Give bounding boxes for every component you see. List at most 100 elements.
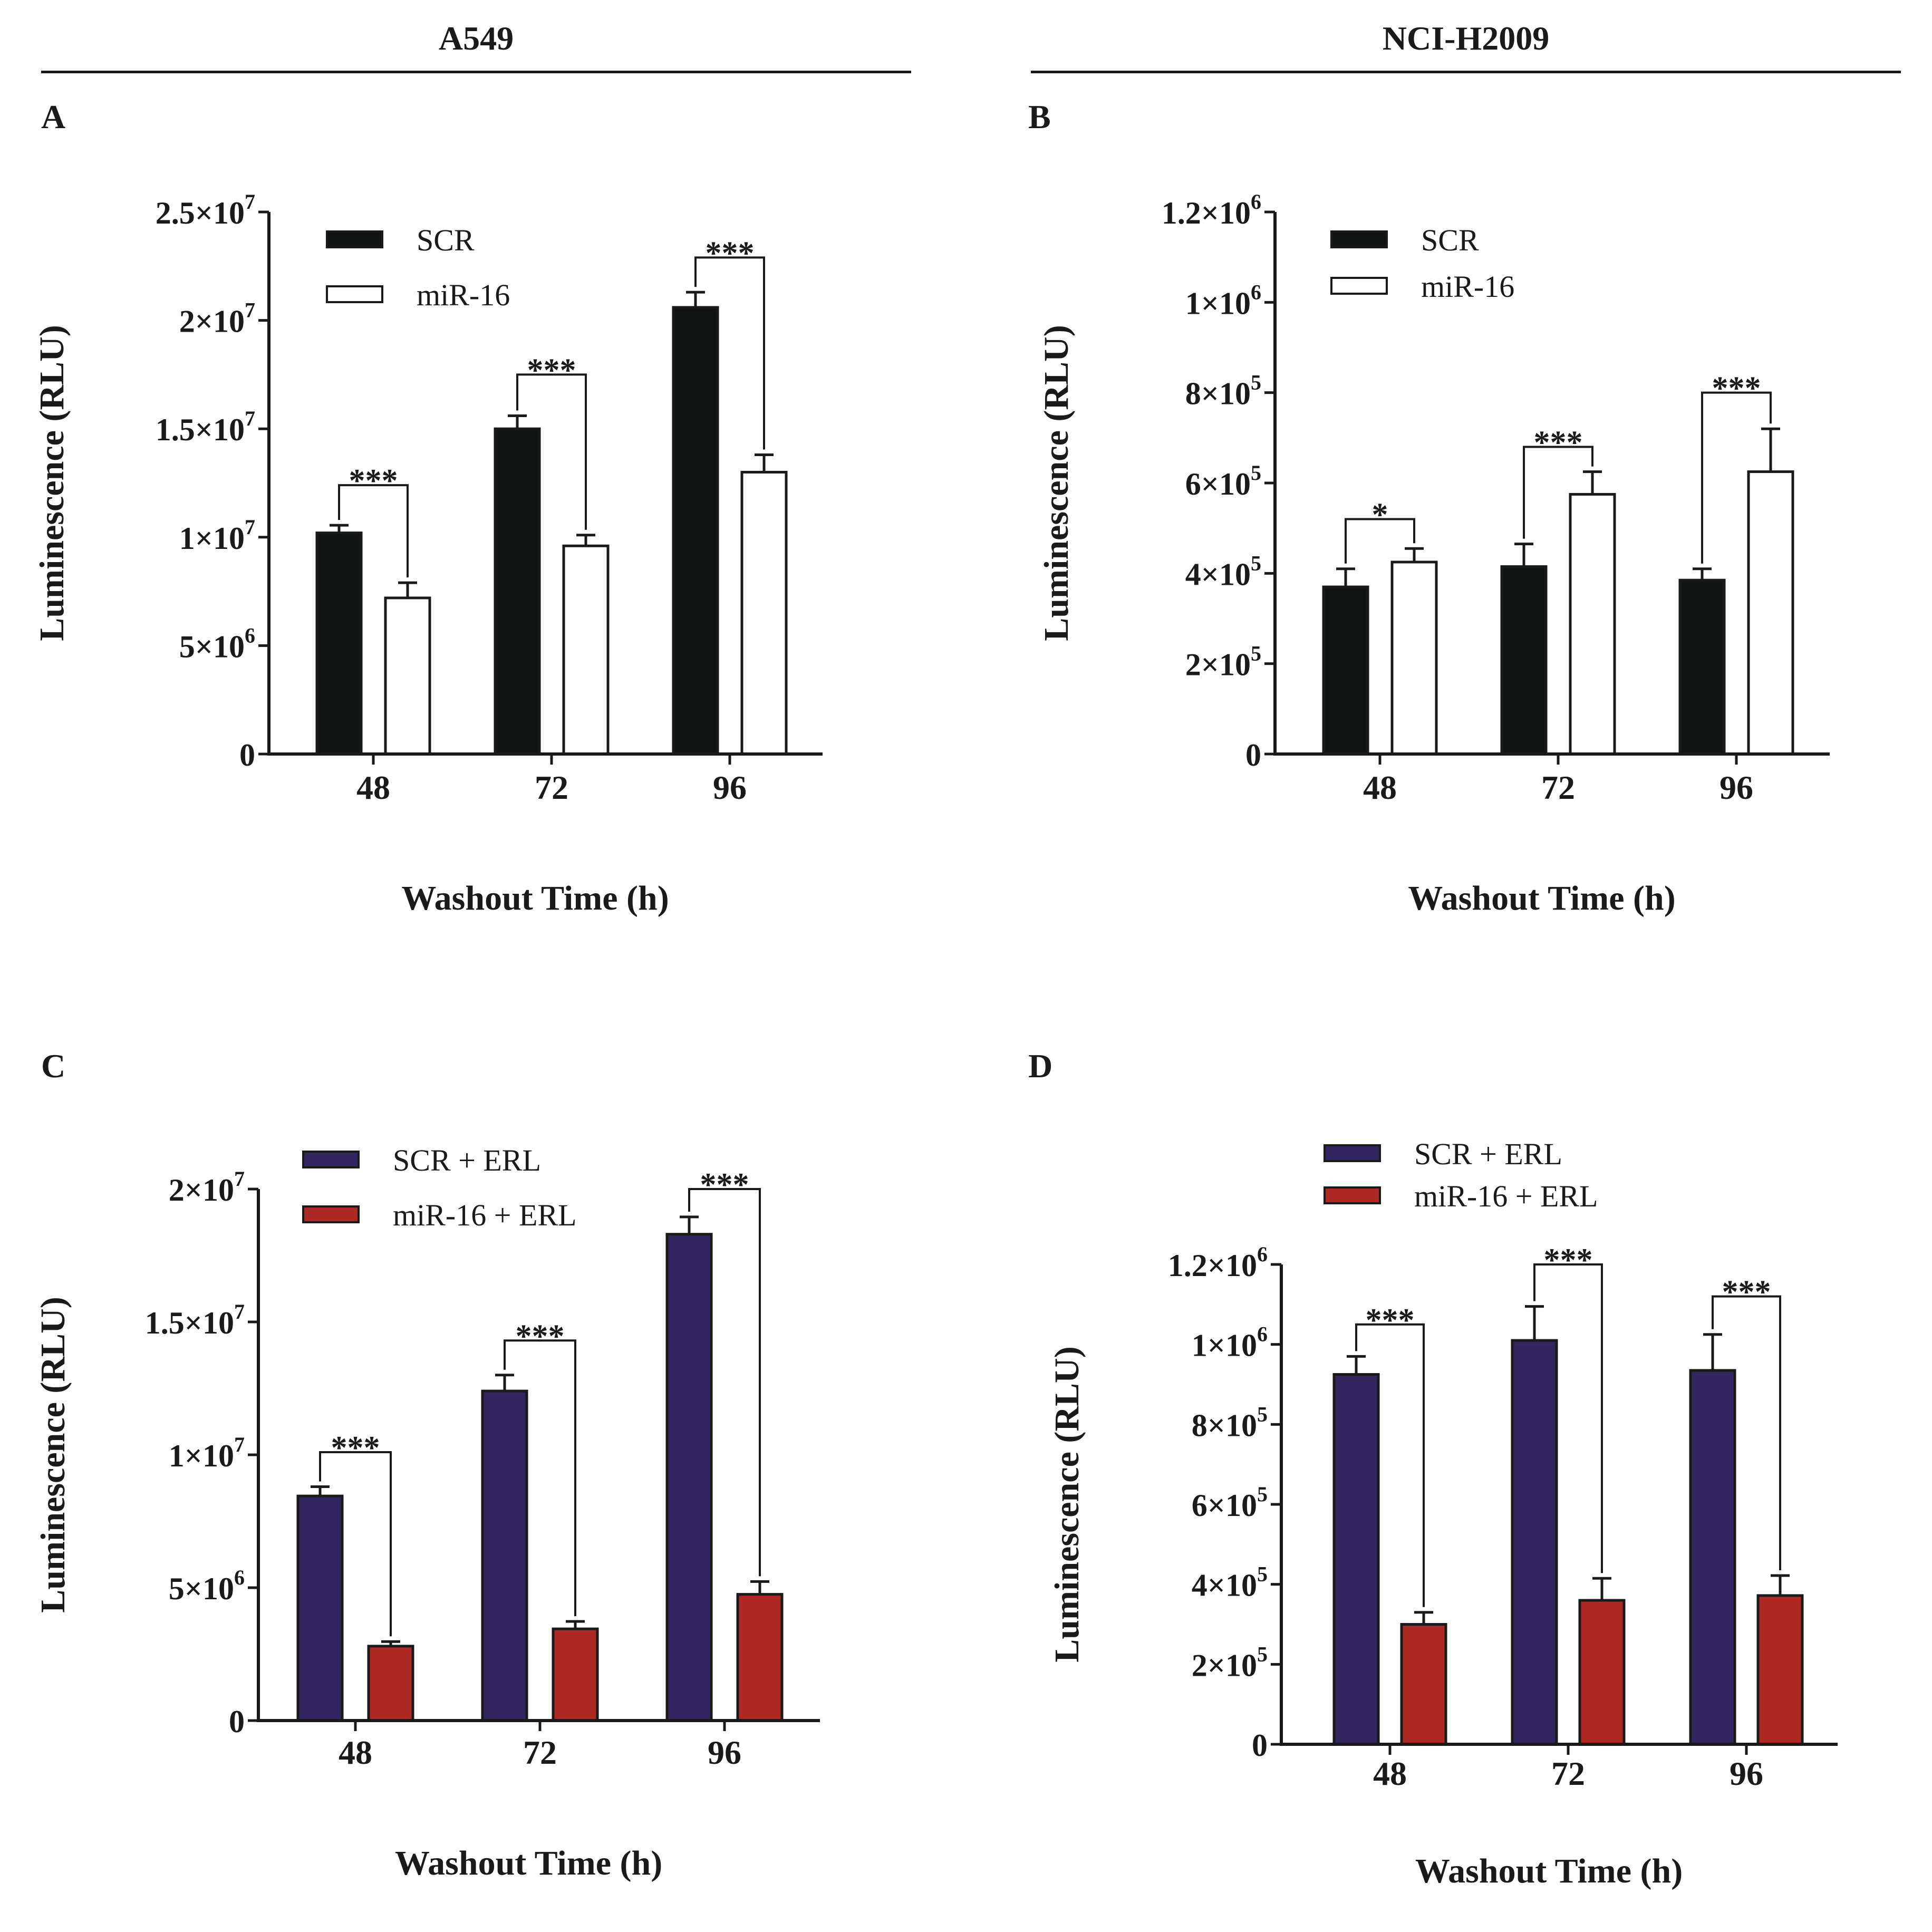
y-tick-label-d-1200000: 1.2×106: [1168, 1242, 1268, 1283]
significance-label-b-48: *: [1372, 497, 1388, 533]
y-tick-label-d-0: 0: [1252, 1728, 1268, 1763]
chart-panel-d: *** *** *** 0 2×105 4×105 6×105 8×105 1×106 1.2×1…: [1048, 1137, 1838, 1890]
x-tick-label-c-72: 72: [523, 1734, 557, 1771]
y-tick-label-d-1000000: 1×106: [1192, 1322, 1268, 1363]
legend-label-b-0: SCR: [1421, 223, 1479, 257]
significance-label-c-96: ***: [700, 1167, 749, 1203]
y-tick-label-b-1200000: 1.2×106: [1162, 190, 1261, 230]
y-tick-label-b-0: 0: [1245, 738, 1261, 772]
significance-bracket-d-72: [1533, 1263, 1603, 1573]
panel-letter-b: B: [1028, 98, 1051, 136]
legend-swatch-a-1: [326, 285, 383, 303]
chart-panel-b: *******02×1054×1056×1058×1051×1061.2×106…: [1037, 190, 1830, 917]
x-tick-label-b-48: 48: [1363, 769, 1397, 806]
legend-swatch-d-0: [1324, 1144, 1381, 1162]
bar-b-1-72: [1569, 492, 1616, 756]
significance-bracket-c-48: [319, 1451, 392, 1637]
y-tick-label-c-5000000: 5×106: [169, 1566, 245, 1606]
legend-swatch-a-0: [326, 230, 383, 248]
significance-label-a-72: ***: [527, 352, 576, 388]
significance-label-d-72: ***: [1544, 1242, 1593, 1278]
y-tick-label-a-10000000: 1×107: [179, 515, 255, 556]
significance-label-b-96: ***: [1712, 371, 1761, 407]
significance-bracket-d-48: [1355, 1323, 1425, 1607]
significance-label-a-96: ***: [706, 235, 755, 271]
y-tick-label-d-200000: 2×105: [1192, 1642, 1268, 1683]
x-tick-label-a-96: 96: [713, 769, 747, 806]
bar-b-0-72: [1500, 565, 1548, 756]
y-tick-label-b-600000: 6×105: [1185, 461, 1261, 501]
bar-a-0-48: [315, 532, 363, 756]
bar-c-1-48: [367, 1645, 414, 1722]
legend-label-c-1: miR-16 + ERL: [393, 1198, 576, 1232]
column-rule-nci-h2009: [1031, 71, 1901, 73]
x-tick-label-b-96: 96: [1720, 769, 1753, 806]
significance-label-c-48: ***: [331, 1430, 380, 1466]
legend-swatch-b-1: [1330, 277, 1388, 295]
y-tick-label-a-25000000: 2.5×107: [156, 190, 255, 230]
x-axis-label-a: Washout Time (h): [401, 879, 669, 917]
panel-letter-a: A: [41, 98, 66, 136]
bar-d-1-96: [1756, 1594, 1804, 1746]
x-axis-label-c: Washout Time (h): [395, 1844, 662, 1882]
bar-c-1-96: [736, 1593, 784, 1722]
y-tick-label-b-800000: 8×105: [1185, 371, 1261, 411]
significance-bracket-c-96: [688, 1188, 761, 1577]
x-tick-label-d-96: 96: [1730, 1755, 1763, 1792]
bar-d-0-72: [1511, 1339, 1558, 1746]
x-axis-label-b: Washout Time (h): [1408, 879, 1675, 917]
y-tick-label-b-200000: 2×105: [1185, 642, 1261, 682]
significance-bracket-c-72: [504, 1339, 576, 1617]
bar-d-0-48: [1332, 1373, 1380, 1746]
bar-a-1-48: [384, 596, 431, 756]
significance-bracket-b-72: [1523, 446, 1593, 539]
x-tick-label-c-96: 96: [708, 1734, 741, 1771]
x-tick-label-d-72: 72: [1551, 1755, 1585, 1792]
legend-label-c-0: SCR + ERL: [393, 1143, 541, 1177]
bar-b-0-48: [1322, 585, 1369, 756]
y-tick-label-a-5000000: 5×106: [179, 623, 255, 664]
bar-d-1-72: [1578, 1599, 1626, 1746]
legend-swatch-c-1: [302, 1205, 360, 1223]
significance-bracket-a-48: [338, 484, 409, 578]
legend-label-a-0: SCR: [417, 223, 475, 257]
bar-c-1-72: [552, 1627, 599, 1722]
x-tick-label-c-48: 48: [339, 1734, 372, 1771]
y-tick-label-d-800000: 8×105: [1192, 1402, 1268, 1443]
significance-label-d-96: ***: [1722, 1274, 1771, 1310]
panel-letter-c: C: [41, 1047, 66, 1085]
bar-a-1-72: [562, 544, 610, 756]
x-tick-label-d-48: 48: [1373, 1755, 1407, 1792]
y-axis-label-a: Luminescence (RLU): [33, 325, 71, 641]
significance-label-b-72: ***: [1534, 424, 1583, 460]
panel-letter-d: D: [1028, 1047, 1053, 1085]
significance-label-c-72: ***: [516, 1318, 565, 1354]
y-tick-label-b-400000: 4×105: [1185, 551, 1261, 592]
x-tick-label-a-72: 72: [535, 769, 568, 806]
bar-b-0-96: [1678, 578, 1726, 756]
x-tick-label-a-48: 48: [356, 769, 390, 806]
bar-a-0-96: [672, 306, 719, 756]
bar-c-0-96: [665, 1233, 713, 1722]
bar-d-1-48: [1400, 1623, 1447, 1746]
bar-a-0-72: [494, 427, 541, 756]
significance-bracket-b-96: [1701, 391, 1772, 564]
y-axis-label-d: Luminescence (RLU): [1048, 1346, 1086, 1662]
legend-swatch-c-0: [302, 1151, 360, 1168]
legend-label-d-0: SCR + ERL: [1414, 1137, 1562, 1171]
column-rule-a549: [41, 71, 911, 73]
legend-label-d-1: miR-16 + ERL: [1414, 1179, 1598, 1213]
column-title-nci-h2009: NCI-H2009: [1382, 20, 1550, 57]
legend-label-b-1: miR-16: [1421, 269, 1514, 304]
significance-bracket-a-72: [516, 373, 587, 530]
y-tick-label-c-20000000: 2×107: [169, 1167, 245, 1208]
legend-swatch-d-1: [1324, 1186, 1381, 1204]
legend-swatch-b-0: [1330, 230, 1388, 248]
y-tick-label-c-10000000: 1×107: [169, 1433, 245, 1473]
y-tick-label-a-20000000: 2×107: [179, 298, 255, 339]
chart-panel-c: *** *** *** 0 5×106 1×107 1.5×107 2×107 48 72 96 Wa…: [34, 1143, 820, 1882]
y-tick-label-a-15000000: 1.5×107: [156, 407, 255, 447]
legend-label-a-1: miR-16: [417, 278, 510, 312]
